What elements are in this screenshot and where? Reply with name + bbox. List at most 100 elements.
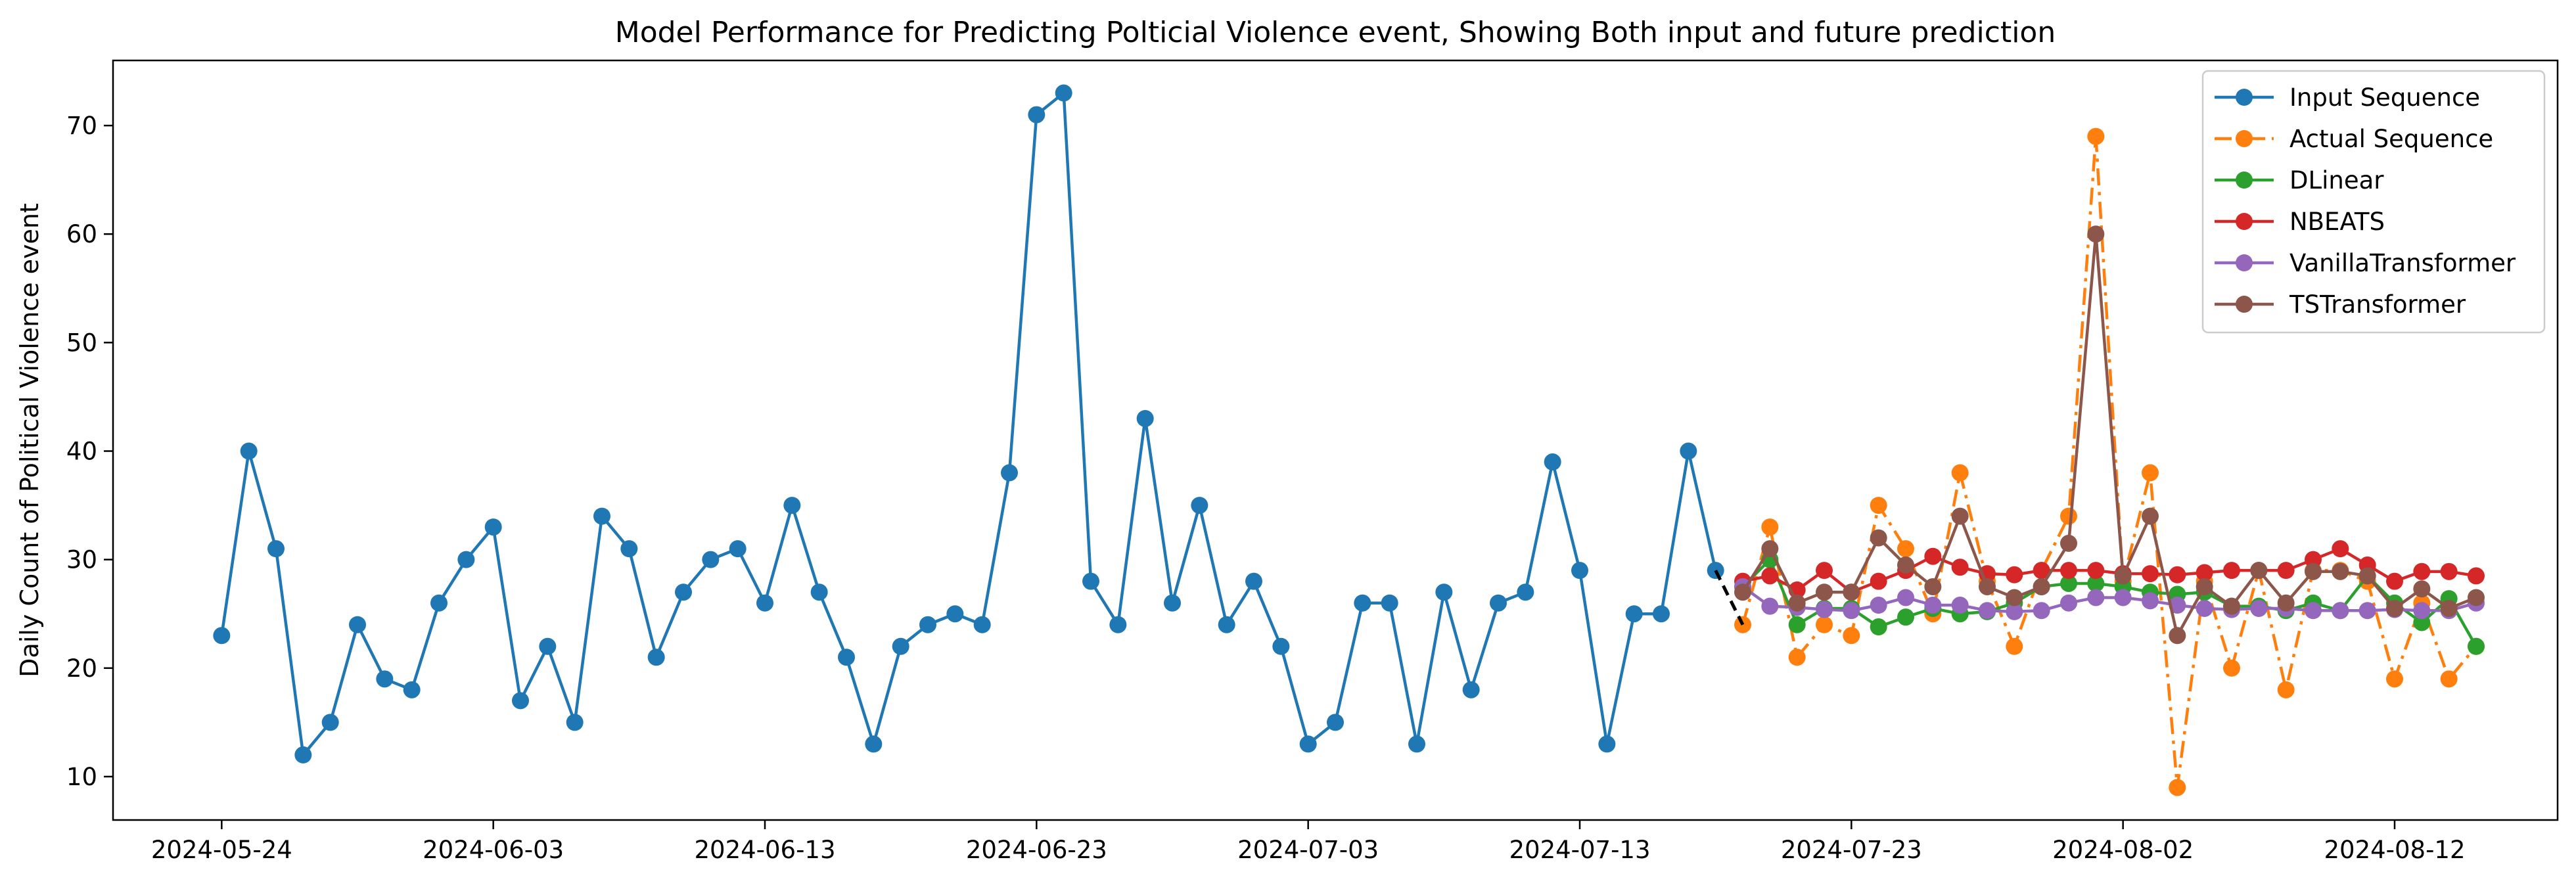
data-point [2087, 127, 2105, 145]
y-tick-label: 20 [66, 654, 97, 683]
data-point [2413, 614, 2431, 631]
data-point [2413, 602, 2431, 620]
data-point [2386, 572, 2403, 590]
data-point [1924, 547, 1942, 565]
data-point [892, 637, 909, 655]
plot-area [213, 84, 2485, 796]
data-point [1761, 567, 1779, 585]
data-point [484, 518, 502, 536]
data-point [1327, 714, 1344, 731]
data-point [2196, 564, 2213, 581]
series-line [1714, 570, 1745, 626]
legend-label: Input Sequence [2289, 83, 2480, 112]
data-point [2386, 670, 2403, 688]
series-connector [1714, 570, 1745, 626]
series-line [220, 91, 1717, 757]
data-point [2277, 594, 2295, 612]
x-axis: 2024-05-24 2024-06-03 2024-06-13 2024-06-23… [151, 820, 2466, 864]
data-point [1897, 589, 1914, 606]
data-point [702, 551, 720, 568]
data-point [1245, 572, 1262, 590]
legend-marker [2236, 130, 2253, 147]
data-point [349, 616, 366, 633]
data-point [1870, 529, 1887, 547]
legend-label: VanillaTransformer [2289, 249, 2516, 277]
data-point [838, 649, 855, 666]
data-point [2087, 574, 2105, 592]
data-point [2332, 562, 2349, 580]
data-point [403, 681, 421, 698]
x-tick-label: 2024-08-12 [2324, 836, 2465, 864]
data-point [1843, 583, 1860, 601]
data-point [2006, 589, 2023, 606]
legend-label: DLinear [2289, 166, 2384, 194]
data-point [2468, 567, 2485, 585]
legend-box [2201, 70, 2546, 334]
data-point [1408, 735, 1425, 753]
series-line [1741, 585, 2477, 614]
data-point [2006, 637, 2023, 655]
legend: Input Sequence Actual Sequence DLinear NBEA… [2201, 70, 2546, 334]
data-point [2305, 562, 2322, 580]
data-point [1897, 556, 1914, 574]
data-point [2060, 574, 2077, 592]
data-point [2250, 562, 2268, 580]
data-point [213, 627, 231, 645]
data-point [2033, 602, 2050, 620]
data-point [2413, 580, 2431, 598]
data-point [1897, 608, 1914, 626]
legend-item: NBEATS [2215, 208, 2385, 236]
data-point [2413, 562, 2431, 580]
data-point [2142, 565, 2159, 583]
legend-label: TSTransformer [2289, 290, 2466, 319]
data-point [1843, 627, 1860, 645]
data-point [2277, 562, 2295, 580]
data-point [1816, 601, 1833, 618]
data-point [2440, 670, 2458, 688]
chart-title: Model Performance for Predicting Poltici… [615, 16, 2056, 49]
data-point [1490, 594, 1507, 612]
y-tick-label: 10 [66, 763, 97, 791]
y-tick-label: 40 [66, 438, 97, 466]
data-point [1272, 637, 1290, 655]
data-point [2169, 566, 2186, 583]
legend-marker [2236, 171, 2253, 189]
series-line [1742, 547, 2477, 594]
data-point [675, 583, 692, 601]
data-point [1979, 602, 1996, 620]
data-point [2060, 594, 2077, 612]
data-point [973, 616, 991, 633]
data-point [1897, 540, 1914, 558]
data-point [2196, 578, 2213, 595]
data-point [620, 540, 638, 558]
data-point [539, 637, 557, 655]
data-point [1816, 562, 1833, 580]
series-line [1741, 558, 2477, 647]
data-point [919, 616, 936, 633]
data-point [1788, 649, 1806, 666]
series-line [1741, 135, 2477, 789]
data-point [2196, 599, 2213, 617]
data-point [1843, 602, 1860, 620]
data-point [2358, 602, 2376, 620]
data-point [1761, 518, 1779, 536]
data-point [1788, 616, 1806, 633]
legend-item: TSTransformer [2215, 290, 2466, 319]
data-point [2358, 567, 2376, 585]
legend-item: VanillaTransformer [2215, 249, 2516, 277]
data-point [1870, 497, 1887, 514]
legend-marker [2236, 296, 2253, 313]
data-point [1788, 594, 1806, 612]
y-tick-label: 50 [66, 329, 97, 357]
data-point [1082, 572, 1099, 590]
series-input-sequence [213, 84, 1724, 764]
data-point [1571, 562, 1588, 580]
data-point [321, 714, 339, 731]
data-point [2114, 567, 2132, 585]
data-point [1109, 616, 1127, 633]
data-point [2142, 507, 2159, 525]
data-point [2142, 464, 2159, 482]
data-point [1055, 84, 1072, 102]
